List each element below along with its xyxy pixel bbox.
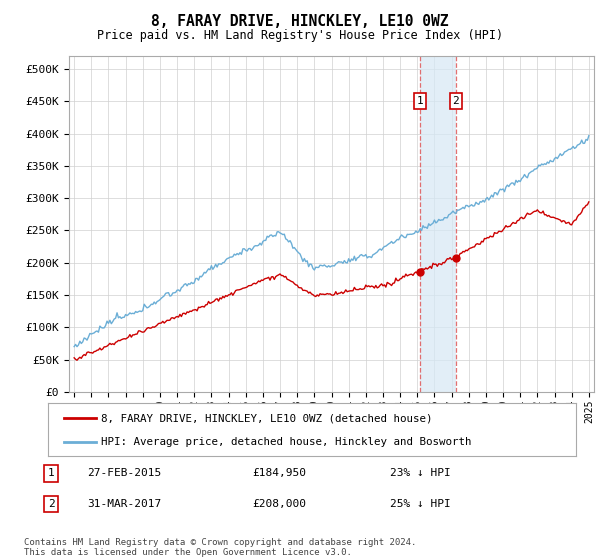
Text: £208,000: £208,000 — [252, 499, 306, 509]
Text: 31-MAR-2017: 31-MAR-2017 — [87, 499, 161, 509]
Text: 25% ↓ HPI: 25% ↓ HPI — [390, 499, 451, 509]
Bar — [420, 56, 456, 392]
Text: 27-FEB-2015: 27-FEB-2015 — [87, 468, 161, 478]
Text: 23% ↓ HPI: 23% ↓ HPI — [390, 468, 451, 478]
Text: 8, FARAY DRIVE, HINCKLEY, LE10 0WZ: 8, FARAY DRIVE, HINCKLEY, LE10 0WZ — [151, 14, 449, 29]
Text: 1: 1 — [416, 96, 423, 106]
Text: Price paid vs. HM Land Registry's House Price Index (HPI): Price paid vs. HM Land Registry's House … — [97, 29, 503, 42]
Text: 2: 2 — [452, 96, 459, 106]
Text: 2: 2 — [47, 499, 55, 509]
Text: HPI: Average price, detached house, Hinckley and Bosworth: HPI: Average price, detached house, Hinc… — [101, 436, 472, 446]
Text: Contains HM Land Registry data © Crown copyright and database right 2024.
This d: Contains HM Land Registry data © Crown c… — [24, 538, 416, 557]
Text: 1: 1 — [47, 468, 55, 478]
Text: 8, FARAY DRIVE, HINCKLEY, LE10 0WZ (detached house): 8, FARAY DRIVE, HINCKLEY, LE10 0WZ (deta… — [101, 413, 432, 423]
Text: £184,950: £184,950 — [252, 468, 306, 478]
